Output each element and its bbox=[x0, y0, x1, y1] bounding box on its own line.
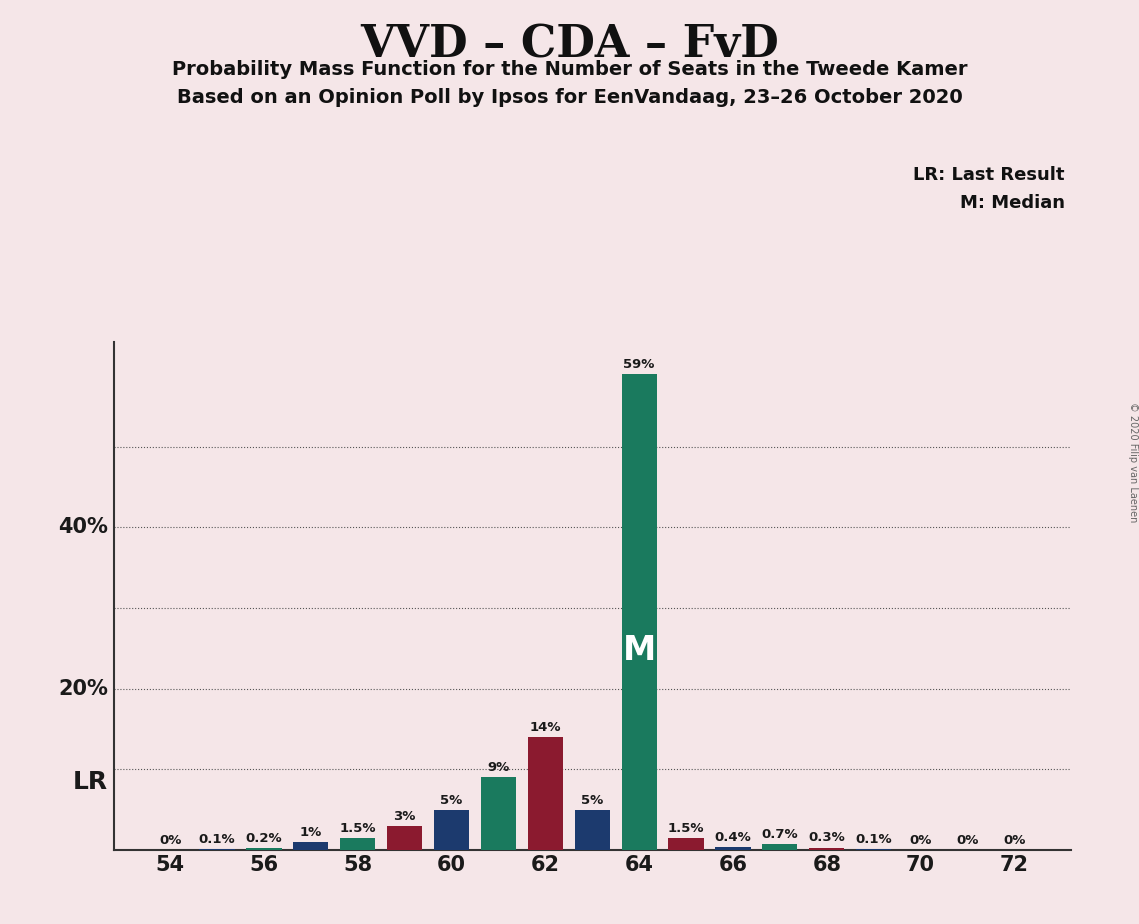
Text: 3%: 3% bbox=[393, 809, 416, 822]
Bar bbox=[715, 847, 751, 850]
Bar bbox=[481, 777, 516, 850]
Text: Probability Mass Function for the Number of Seats in the Tweede Kamer: Probability Mass Function for the Number… bbox=[172, 60, 967, 79]
Text: © 2020 Filip van Laenen: © 2020 Filip van Laenen bbox=[1129, 402, 1138, 522]
Text: 5%: 5% bbox=[441, 794, 462, 807]
Text: 0%: 0% bbox=[1003, 833, 1025, 847]
Bar bbox=[527, 737, 563, 850]
Bar bbox=[575, 809, 609, 850]
Text: M: M bbox=[623, 634, 656, 667]
Text: 14%: 14% bbox=[530, 721, 562, 734]
Text: 20%: 20% bbox=[58, 679, 108, 699]
Bar bbox=[341, 838, 376, 850]
Text: 59%: 59% bbox=[623, 358, 655, 371]
Text: 9%: 9% bbox=[487, 761, 509, 774]
Text: 5%: 5% bbox=[581, 794, 604, 807]
Text: 0.3%: 0.3% bbox=[809, 832, 845, 845]
Text: LR: Last Result: LR: Last Result bbox=[913, 166, 1065, 184]
Bar bbox=[622, 374, 657, 850]
Text: 1.5%: 1.5% bbox=[339, 821, 376, 834]
Text: 0%: 0% bbox=[909, 833, 932, 847]
Text: M: Median: M: Median bbox=[960, 194, 1065, 212]
Bar bbox=[246, 848, 281, 850]
Text: 0%: 0% bbox=[957, 833, 978, 847]
Bar bbox=[434, 809, 469, 850]
Text: Based on an Opinion Poll by Ipsos for EenVandaag, 23–26 October 2020: Based on an Opinion Poll by Ipsos for Ee… bbox=[177, 88, 962, 107]
Text: 40%: 40% bbox=[58, 517, 108, 538]
Bar bbox=[669, 838, 704, 850]
Text: VVD – CDA – FvD: VVD – CDA – FvD bbox=[360, 23, 779, 67]
Text: 0%: 0% bbox=[159, 833, 181, 847]
Text: 0.4%: 0.4% bbox=[714, 831, 752, 844]
Text: LR: LR bbox=[73, 770, 108, 794]
Text: 1.5%: 1.5% bbox=[667, 821, 704, 834]
Bar bbox=[809, 847, 844, 850]
Text: 0.2%: 0.2% bbox=[246, 833, 282, 845]
Bar bbox=[294, 842, 328, 850]
Text: 0.7%: 0.7% bbox=[762, 828, 798, 841]
Text: 0.1%: 0.1% bbox=[855, 833, 892, 846]
Text: 1%: 1% bbox=[300, 826, 322, 839]
Bar bbox=[762, 845, 797, 850]
Text: 0.1%: 0.1% bbox=[199, 833, 236, 846]
Bar bbox=[387, 826, 423, 850]
